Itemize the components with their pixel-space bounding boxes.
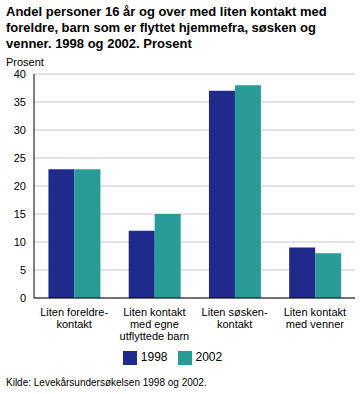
svg-text:40: 40 — [14, 68, 26, 80]
svg-text:35: 35 — [14, 96, 26, 108]
svg-text:20: 20 — [14, 180, 26, 192]
html-text:Kilde: Levekårsundersøkelsen 1: Kilde: Levekårsundersøkelsen 1998 og 200… — [6, 377, 207, 388]
svg-text:0: 0 — [20, 292, 26, 304]
svg-text:Liten kontaktmed egneutflytted: Liten kontaktmed egneutflyttede barn — [120, 306, 190, 342]
svg-text:15: 15 — [14, 208, 26, 220]
html-text:2002: 2002 — [195, 350, 223, 364]
html-text:Prosent: Prosent — [6, 56, 44, 68]
svg-text:Liten kontaktmed venner: Liten kontaktmed venner — [284, 306, 346, 330]
svg-text:30: 30 — [14, 124, 26, 136]
svg-text:10: 10 — [14, 236, 26, 248]
svg-text:5: 5 — [20, 264, 26, 276]
svg-text:25: 25 — [14, 152, 26, 164]
html-text:1998: 1998 — [140, 350, 168, 364]
svg-text:Liten foreldre-kontakt: Liten foreldre-kontakt — [40, 306, 108, 330]
svg-text:Liten søsken-kontakt: Liten søsken-kontakt — [202, 306, 268, 330]
html-text:Andel personer 16 år og over m: Andel personer 16 år og over med liten k… — [6, 4, 327, 51]
